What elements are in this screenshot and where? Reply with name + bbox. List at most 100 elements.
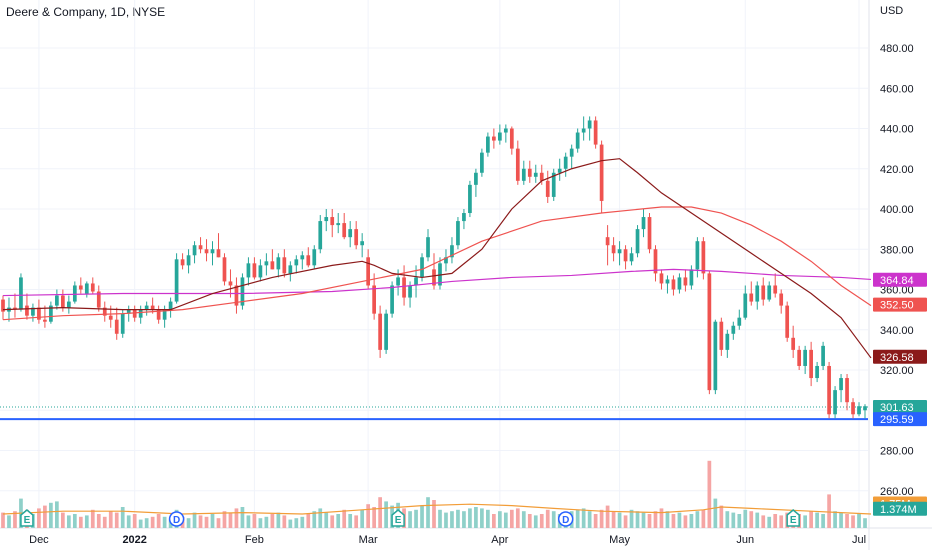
candle-body — [19, 277, 23, 310]
y-tick-label: 360.00 — [880, 285, 914, 297]
y-tick-label: 260.00 — [880, 486, 914, 498]
event-letter: E — [395, 515, 402, 526]
volume-bar — [240, 507, 245, 528]
volume-bar — [438, 509, 442, 528]
volume-bar — [503, 512, 508, 528]
candle-body — [815, 365, 819, 379]
price-lines — [0, 406, 868, 421]
price-label-bg — [873, 399, 927, 414]
volume-bar — [474, 507, 478, 528]
volume-bar — [294, 518, 299, 528]
candle-body — [599, 144, 604, 201]
event-markers: EDEDED — [20, 509, 800, 527]
price-label-bg — [873, 272, 927, 287]
candle-body — [521, 168, 526, 181]
volume-bar — [354, 515, 359, 528]
earnings-icon — [786, 509, 800, 527]
candle-body — [318, 221, 323, 250]
candle-body — [192, 245, 197, 256]
volume-bar — [7, 515, 11, 528]
volume-bar — [629, 509, 634, 528]
y-tick-label: 400.00 — [880, 204, 914, 216]
y-tick-label: 340.00 — [880, 325, 914, 337]
candle-body — [432, 269, 436, 286]
volume-bar — [258, 518, 263, 528]
volume-bar — [432, 500, 436, 528]
candle-body — [779, 293, 784, 306]
candle-body — [114, 319, 119, 334]
candle-body — [617, 249, 622, 254]
event-letter: E — [24, 515, 31, 526]
candle-body — [360, 241, 365, 246]
volume-bar — [497, 511, 502, 528]
candle-body — [336, 223, 341, 226]
candle-body — [695, 241, 700, 270]
volume-bar — [246, 515, 251, 528]
volume-bar — [593, 514, 598, 528]
volume-bar — [228, 512, 233, 528]
volume-bar — [456, 509, 460, 528]
volume-bar — [276, 512, 281, 528]
candle-body — [653, 249, 658, 274]
volume-bar — [306, 514, 311, 528]
volume-bar — [366, 504, 371, 528]
volume-bar — [509, 509, 514, 528]
volume-bar — [60, 512, 65, 528]
y-tick-label: 280.00 — [880, 446, 914, 458]
y-tick-label: 420.00 — [880, 164, 914, 176]
candle-body — [270, 261, 275, 270]
volume-bar — [162, 516, 167, 528]
candle-body — [557, 168, 562, 173]
price-label-bg — [873, 349, 927, 364]
volume-bar — [701, 509, 706, 528]
volume-bar — [288, 519, 293, 528]
event-letter: E — [790, 515, 797, 526]
candle-body — [90, 283, 95, 292]
candle-body — [665, 279, 670, 284]
volume-bar — [635, 511, 640, 528]
volume-bar — [749, 511, 754, 528]
volume-bar — [360, 509, 365, 528]
volume-bar — [342, 509, 347, 528]
volume-bar — [707, 460, 712, 528]
volume-bar — [120, 507, 125, 528]
candle-body — [222, 257, 227, 282]
candle-body — [55, 295, 59, 306]
volume-bar — [37, 508, 41, 528]
candle-body — [611, 245, 616, 254]
volume-bar — [803, 515, 808, 528]
candle-body — [180, 259, 185, 266]
volume-bar — [156, 514, 161, 528]
candle-body — [839, 378, 843, 391]
candle-body — [821, 345, 825, 366]
volume-bar — [144, 518, 149, 528]
candle-body — [43, 319, 47, 322]
candle-body — [252, 263, 257, 278]
candle-body — [623, 249, 628, 262]
candle-body — [761, 285, 766, 300]
volume-bar — [198, 515, 203, 528]
volume-bar — [282, 515, 287, 528]
volume-bar — [444, 512, 448, 528]
volume-bar — [336, 514, 341, 528]
candle-body — [827, 365, 831, 415]
volume-ma-line — [2, 503, 872, 515]
candle-body — [791, 337, 796, 350]
volume-bar — [647, 514, 652, 528]
candle-body — [37, 307, 41, 320]
x-tick-label: Dec — [29, 534, 49, 546]
volume-bar — [665, 511, 670, 528]
volume-bar — [186, 518, 191, 528]
volume-bar — [617, 512, 622, 528]
candle-body — [132, 309, 137, 318]
candle-body — [749, 293, 754, 302]
volume-bar — [809, 511, 813, 528]
volume-bar — [384, 501, 388, 528]
candle-body — [324, 217, 329, 222]
price-label-bg — [873, 297, 927, 312]
candle-body — [497, 132, 502, 141]
volume-bar — [84, 515, 89, 528]
volume-bar — [533, 515, 538, 528]
volume-bar — [72, 514, 77, 528]
